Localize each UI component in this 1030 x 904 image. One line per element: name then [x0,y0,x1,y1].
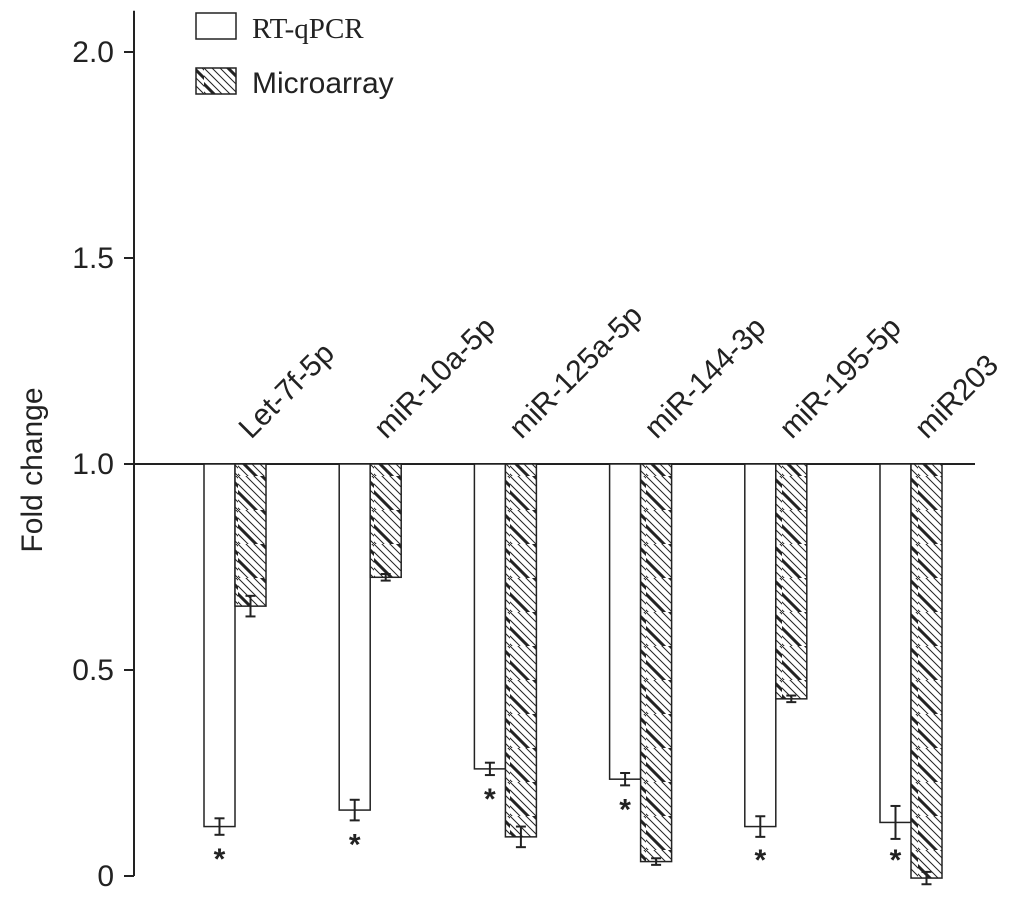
legend-swatch-open [195,12,237,40]
bars: * * * * * * [203,463,943,886]
y-axis-title: Fold change [16,387,49,552]
bar-rt-qpcr [338,463,371,811]
bar-microarray [369,463,402,579]
legend-swatch-hatched [195,67,237,95]
significance-star: * [214,843,226,876]
category-label: miR-125a-5p [503,299,649,445]
category-label: miR-195-5p [773,311,907,445]
y-tick-label: 2.0 [72,36,114,69]
significance-star: * [619,793,631,826]
legend-label: RT-qPCR [252,13,364,45]
bar-microarray [775,463,808,700]
bar-microarray [910,463,943,879]
y-tick-label: 0.5 [72,654,114,687]
bar-rt-qpcr [608,463,642,780]
bar-rt-qpcr [473,463,507,770]
bar-rt-qpcr [879,463,912,824]
legend-item-microarray: Microarray [195,67,394,100]
category-label: miR-144-3p [638,311,772,445]
y-tick-label: 1.5 [72,242,114,275]
y-tick-label: 1.0 [72,448,114,481]
bar-microarray [504,463,538,838]
bar-rt-qpcr [203,463,236,828]
category-label: miR203 [909,349,1005,445]
y-tick-label: 0 [97,860,114,893]
category-label: Let-7f-5p [233,337,341,445]
category-label: miR-10a-5p [368,311,502,445]
legend-label: Microarray [252,67,394,100]
bar-microarray [234,463,267,607]
bar-microarray [639,463,673,863]
legend-item-rt-qpcr: RT-qPCR [195,12,364,45]
significance-star: * [349,828,361,861]
y-axis: 0 0.5 1.0 1.5 2.0 [72,10,135,893]
category-labels: Let-7f-5p miR-10a-5p miR-125a-5pmiR-144-3p… [233,299,1005,445]
significance-star: * [890,844,902,877]
significance-star: * [754,844,766,877]
significance-star: * [484,783,496,816]
legend: RT-qPCR Microarray [195,12,394,100]
bar-rt-qpcr [744,463,777,828]
